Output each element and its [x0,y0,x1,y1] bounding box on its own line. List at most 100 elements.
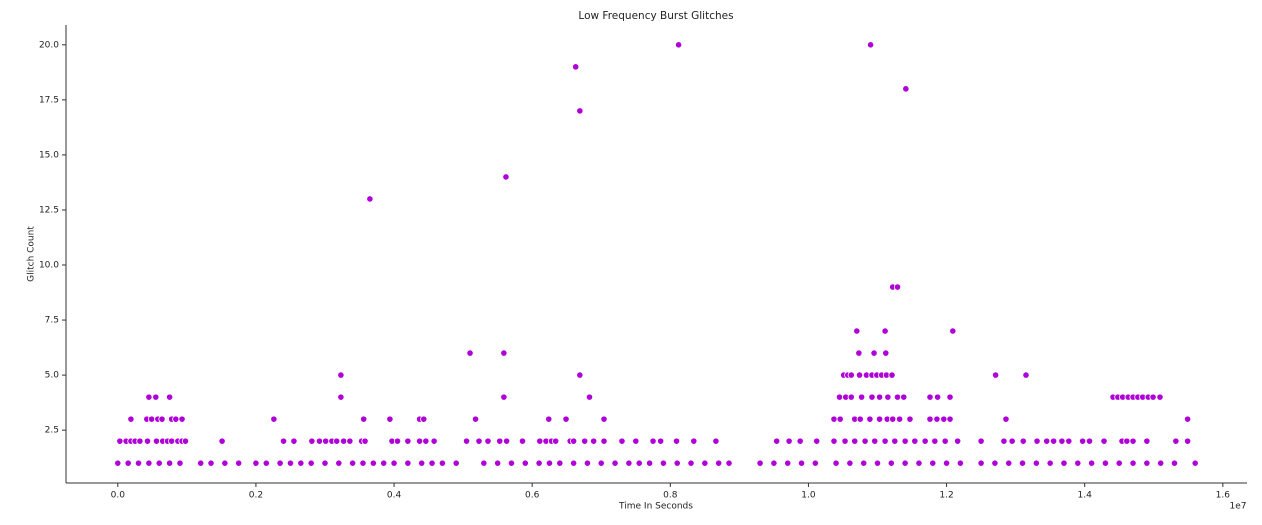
data-point [830,437,838,445]
data-point [430,437,438,445]
data-point [632,437,640,445]
data-point [933,393,942,401]
data-point [701,459,709,467]
data-point [853,327,861,335]
data-point [847,371,855,379]
data-point [276,459,284,467]
data-point [635,459,643,467]
data-point [896,415,904,423]
data-point [860,459,868,467]
data-point [796,437,804,445]
data-point [168,437,176,445]
data-point [337,393,345,401]
data-point [933,415,941,423]
data-point [297,459,305,467]
y-tick-label: 17.5 [39,95,59,105]
data-point [712,437,720,445]
data-point [1050,437,1058,445]
data-point [576,107,584,115]
data-point [956,459,964,467]
data-point [915,459,923,467]
data-point [500,349,508,357]
data-point [165,459,174,467]
data-point [158,415,166,423]
data-point [197,459,205,467]
data-point [556,459,564,467]
data-point [286,459,295,467]
data-point [360,415,368,423]
data-point [1043,437,1051,445]
data-point [484,437,492,445]
data-point [1074,459,1082,467]
data-point [466,349,474,357]
data-point [900,393,908,401]
x-tick-label: 0.0 [111,491,126,501]
y-tick-label: 7.5 [45,316,59,326]
data-point [949,327,957,335]
data-point [136,437,144,445]
data-point [380,459,388,467]
data-point [847,393,855,401]
data-point [218,437,226,445]
data-point [507,459,516,467]
data-point [858,393,866,401]
data-point [657,437,665,445]
x-tick-label: 0.8 [663,491,678,501]
data-point [659,459,668,467]
data-point [891,437,899,445]
data-point [462,437,471,445]
data-point [1033,437,1041,445]
data-point [290,437,298,445]
data-point [480,459,488,467]
data-point [756,459,764,467]
data-point [797,459,806,467]
y-tick-label: 2.5 [45,426,59,436]
x-tick-label: 0.2 [249,491,263,501]
data-point [1008,437,1016,445]
data-point [422,437,430,445]
data-point [590,437,598,445]
data-point [600,437,608,445]
data-point [875,415,884,423]
data-point [888,371,896,379]
data-point [673,459,681,467]
data-point [992,371,1000,379]
data-point [337,371,345,379]
data-point [881,437,889,445]
data-point [672,437,681,445]
data-point [830,415,838,423]
data-point [855,349,863,357]
data-point [875,393,884,401]
data-point [618,437,626,445]
data-point [1060,459,1068,467]
data-point [404,437,412,445]
data-point [418,459,426,467]
data-point [929,459,937,467]
data-point [165,393,174,401]
data-point [235,459,243,467]
data-point [416,437,424,445]
data-point [942,459,951,467]
data-point [335,459,343,467]
data-point [124,459,132,467]
data-point [687,459,695,467]
data-point [494,459,502,467]
data-point [836,415,844,423]
data-point [811,459,819,467]
x-tick-label: 1.0 [801,491,816,501]
data-point [911,437,919,445]
data-point [715,459,723,467]
data-point [346,437,354,445]
data-point [1019,437,1027,445]
data-point [279,437,288,445]
data-point [882,349,890,357]
data-point [581,437,589,445]
x-tick-label: 0.4 [387,491,402,501]
data-point [851,437,859,445]
data-point [893,393,902,401]
data-point [518,437,527,445]
data-point [535,459,543,467]
data-point [572,63,580,71]
data-point [585,393,594,401]
data-point [785,437,793,445]
